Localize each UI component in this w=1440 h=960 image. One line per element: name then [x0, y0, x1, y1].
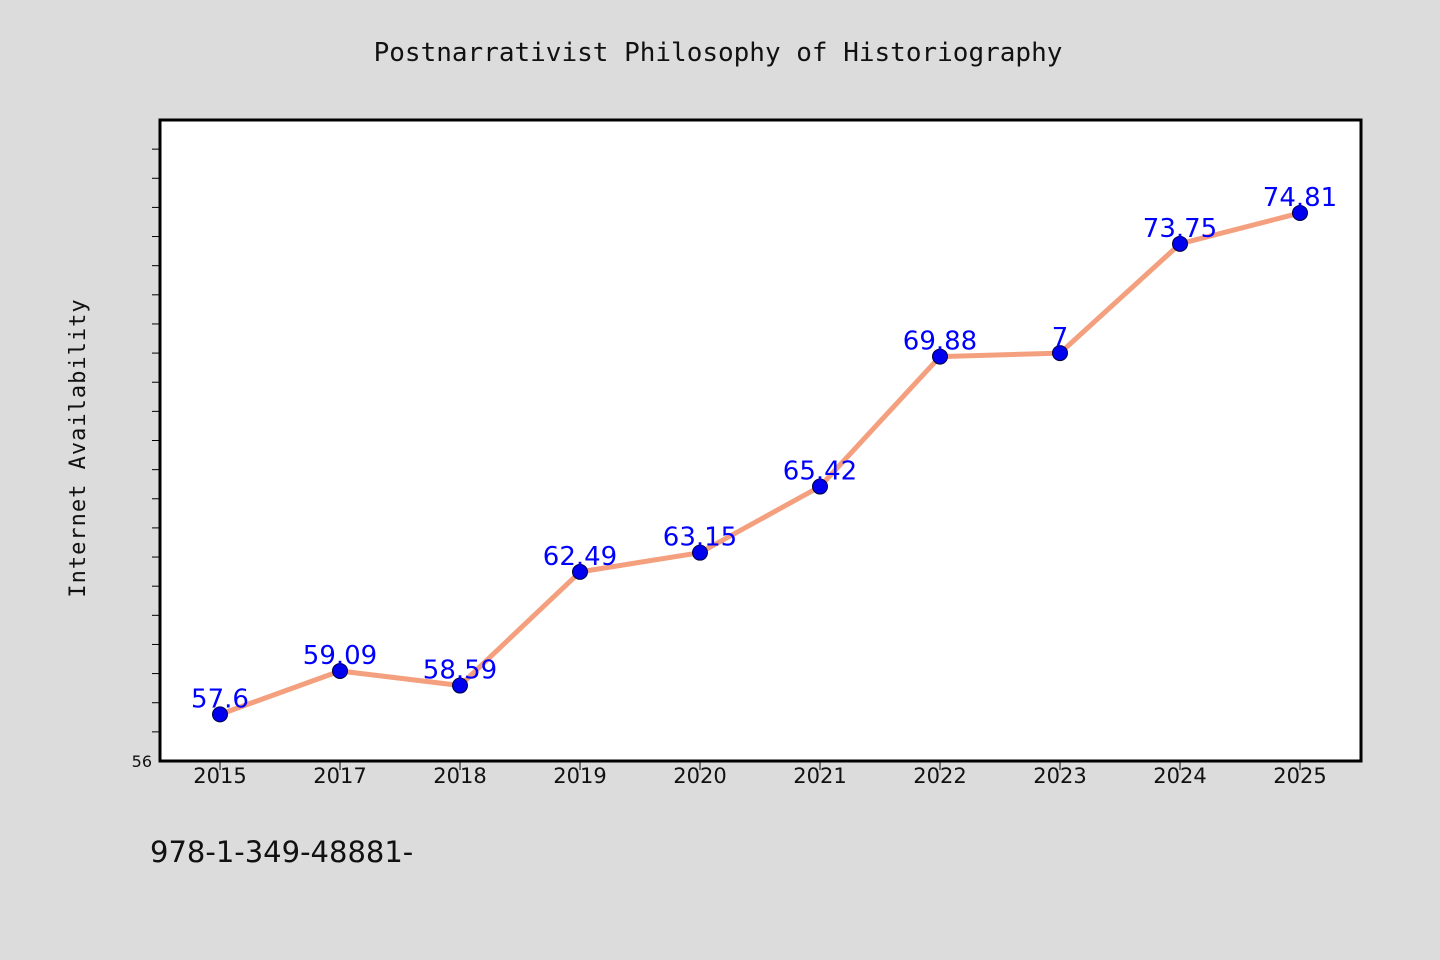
data-label: 57.6	[191, 684, 249, 714]
x-tick-label: 2017	[313, 764, 366, 788]
plot-area	[160, 120, 1361, 761]
data-point	[812, 478, 828, 495]
x-tick-labels: 2015 2017 2018 2019 2020 2021 2022 2023 2024 2025	[193, 764, 1326, 788]
data-point	[1292, 204, 1308, 221]
data-point	[1172, 235, 1188, 252]
data-point	[692, 544, 708, 561]
x-tick-label: 2023	[1033, 764, 1086, 788]
y-axis-label: Internet Availability	[66, 298, 91, 597]
data-label: 73.75	[1143, 214, 1217, 244]
data-label: 58.59	[423, 656, 497, 686]
data-point	[932, 348, 948, 365]
data-point	[452, 677, 468, 694]
x-tick-label: 2015	[193, 764, 246, 788]
data-point	[572, 563, 588, 580]
x-tick-label: 2024	[1153, 764, 1206, 788]
x-tick-label: 2019	[553, 764, 606, 788]
isbn-footer: 978-1-349-48881-	[150, 835, 413, 869]
data-label: 7	[1052, 323, 1069, 353]
data-point	[212, 706, 228, 723]
data-label: 63.15	[663, 523, 737, 553]
series-layer	[212, 204, 1308, 723]
x-tick-label: 2018	[433, 764, 486, 788]
x-tick-label: 2025	[1273, 764, 1326, 788]
plot-frame	[158, 118, 1363, 763]
chart-title: Postnarrativist Philosophy of Historiogr…	[374, 38, 1063, 68]
data-label: 74.81	[1263, 183, 1337, 213]
data-point	[1052, 345, 1068, 362]
data-label: 69.88	[903, 327, 977, 357]
data-label: 59.09	[303, 641, 377, 671]
data-labels: 57.6 59.09 58.59 62.49 63.15 65.42 69.88 7 73.75…	[191, 183, 1337, 714]
series-line	[217, 210, 1303, 717]
x-tick-label: 2020	[673, 764, 726, 788]
data-label: 62.49	[543, 542, 617, 572]
y-tick-label-min: 56	[132, 752, 152, 771]
x-tick-label: 2021	[793, 764, 846, 788]
x-tick-label: 2022	[913, 764, 966, 788]
data-point	[332, 662, 348, 679]
data-label: 65.42	[783, 457, 857, 487]
